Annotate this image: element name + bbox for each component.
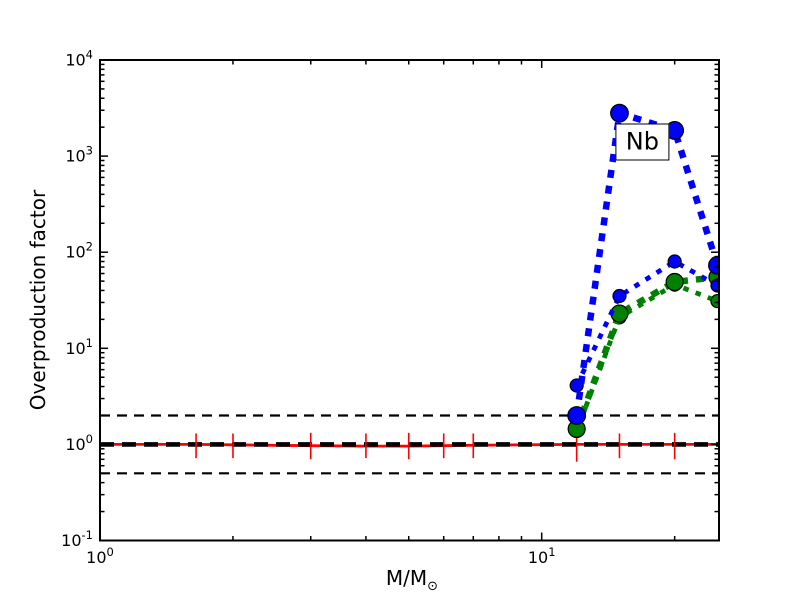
reference-lines-below xyxy=(100,414,719,475)
y-axis-label: Overproduction factor xyxy=(26,189,50,411)
series-blue-lower xyxy=(569,254,719,393)
marker-green-lower xyxy=(710,293,719,309)
x-axis-label: M/M⊙ xyxy=(386,566,438,594)
axes-spines-ticks xyxy=(99,59,720,542)
svg-text:101: 101 xyxy=(65,336,93,358)
series-line-green-lower xyxy=(574,281,719,432)
marker-green-upper xyxy=(665,272,684,292)
svg-text:101: 101 xyxy=(528,545,556,567)
marker-blue-lower xyxy=(710,278,719,293)
solar-mass-symbol: ⊙ xyxy=(427,579,439,594)
svg-text:102: 102 xyxy=(65,240,93,262)
series-line-blue-lower xyxy=(574,258,719,387)
marker-blue-upper xyxy=(708,255,719,275)
marker-blue-upper xyxy=(610,103,629,123)
svg-text:100: 100 xyxy=(86,545,114,567)
marker-blue-upper xyxy=(567,406,587,425)
series-line-blue-upper xyxy=(573,108,719,416)
svg-text:104: 104 xyxy=(65,48,93,70)
series-line-green-upper xyxy=(573,273,718,431)
x-axis-label-main: M/M xyxy=(385,566,428,590)
series-green-upper xyxy=(567,268,719,438)
error-bars-group xyxy=(195,432,676,462)
svg-text:103: 103 xyxy=(65,144,93,166)
svg-text:10-1: 10-1 xyxy=(61,528,93,550)
data-series-group xyxy=(567,103,719,439)
marker-blue-lower xyxy=(612,288,627,304)
marker-blue-lower xyxy=(667,254,682,269)
svg-text:100: 100 xyxy=(65,432,93,454)
element-annotation-nb: Nb xyxy=(615,123,669,161)
